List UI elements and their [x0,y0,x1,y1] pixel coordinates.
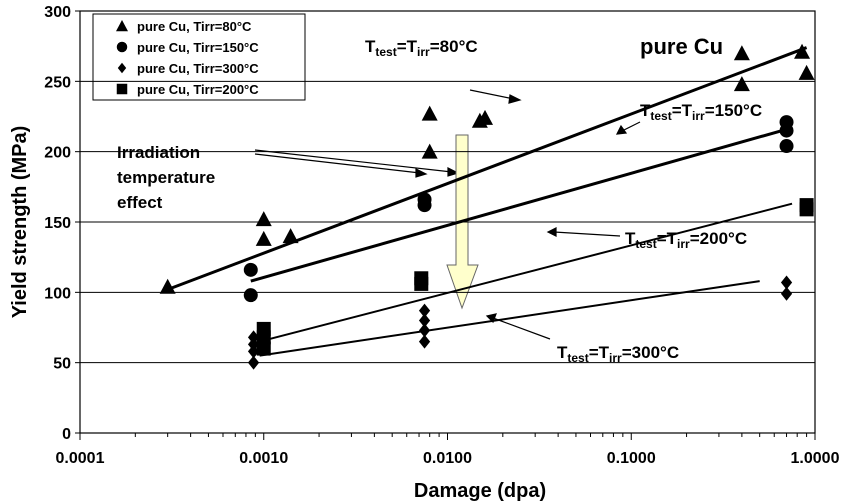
marker [247,344,260,359]
legend-label: pure Cu, Tirr=150°C [137,40,259,55]
effect-label: effect [117,193,163,212]
marker [794,43,811,59]
annotation-text: =T [657,229,678,248]
fit-line [259,202,793,343]
marker [733,76,750,92]
marker [799,202,814,217]
marker [417,198,432,213]
marker [256,330,271,345]
y-tick-label: 50 [53,356,71,373]
fit-line [167,46,808,291]
marker [779,123,794,138]
marker [418,303,431,318]
effect-label: Irradiation [117,143,200,162]
marker [247,330,260,345]
marker [418,313,431,328]
marker [159,278,176,294]
annotation-text: T [640,101,651,120]
marker [414,276,429,291]
annotation-subscript: test [650,109,671,123]
annotation: Ttest=Tirr=150°C [640,101,762,123]
annotation-text: =300°C [622,343,679,362]
effect-label: temperature [117,168,215,187]
marker [421,143,438,159]
annotation-subscript: irr [609,351,622,365]
legend-marker [116,20,128,32]
y-axis-label: Yield strength (MPa) [9,126,31,319]
marker [247,355,260,370]
annotation-subscript: irr [677,237,690,251]
marker [477,109,494,125]
annotation: Ttest=Tirr=300°C [557,343,679,365]
marker [779,139,794,154]
y-tick-label: 0 [62,426,71,443]
y-tick-label: 250 [44,74,71,91]
annotation-text: T [365,37,376,56]
annotation-text: =80°C [430,37,478,56]
legend-box [92,13,306,101]
legend-label: pure Cu, Tirr=80°C [137,19,252,34]
marker [798,64,815,80]
annotation-text: =T [672,101,693,120]
annotation-subscript: irr [692,109,705,123]
legend-label: pure Cu, Tirr=300°C [137,61,259,76]
y-tick-label: 150 [44,215,71,232]
y-tick-label: 300 [44,4,71,21]
annotation-text: =T [397,37,418,56]
x-tick-label: 0.0001 [56,450,105,467]
marker [418,334,431,349]
annotation-subscript: test [567,351,588,365]
marker [256,341,271,356]
marker [243,262,258,277]
y-tick-label: 100 [44,285,71,302]
annotation-text: =150°C [705,101,762,120]
x-axis-label: Damage (dpa) [414,480,546,502]
annotation: Ttest=Tirr=200°C [625,229,747,251]
legend-label: pure Cu, Tirr=200°C [137,82,259,97]
annotation-subscript: test [635,237,656,251]
marker [780,275,793,290]
marker [418,323,431,338]
annotation-text: =T [589,343,610,362]
marker [733,45,750,61]
marker [255,211,272,227]
x-tick-label: 1.0000 [791,450,840,467]
annotation-subscript: irr [417,45,430,59]
marker [247,337,260,352]
marker [282,228,299,244]
annotation-text: T [625,229,636,248]
effect-arrows [254,89,641,340]
marker [255,230,272,246]
marker [421,105,438,121]
legend-marker [116,41,128,53]
legend-marker [117,62,127,74]
x-tick-label: 0.0010 [239,450,288,467]
annotation-text: T [557,343,568,362]
x-tick-label: 0.1000 [607,450,656,467]
annotation: Ttest=Tirr=80°C [365,37,478,59]
annotation-subscript: test [375,45,396,59]
legend-marker [116,83,128,95]
x-tick-label: 0.0100 [423,450,472,467]
fit-line [250,126,793,283]
annotation-text: =200°C [690,229,747,248]
y-tick-label: 200 [44,145,71,162]
marker [780,286,793,301]
material-label: pure Cu [640,34,723,59]
fit-line [259,280,760,357]
plot-frame [79,10,816,434]
marker [243,288,258,303]
